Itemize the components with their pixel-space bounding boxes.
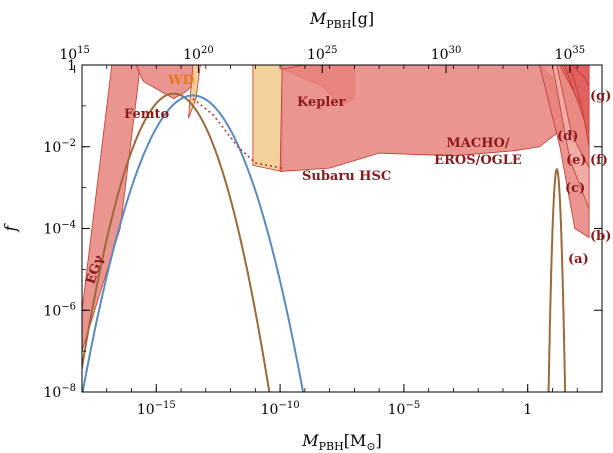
y-tick-label: 10−6 (43, 301, 76, 319)
region-femto (135, 65, 195, 100)
y-tick-label: 10−2 (43, 138, 76, 156)
axis-titles: MPBH[M⊙] MPBH[g] f (1, 9, 382, 453)
region-f (569, 65, 590, 147)
mass-function-curves (82, 92, 567, 392)
label-f: (f) (590, 153, 608, 168)
y-tick-label: 10−4 (43, 220, 76, 238)
label-b: (b) (590, 229, 611, 244)
label-macho-eros-ogle: MACHO/EROS/OGLE (434, 136, 522, 168)
label-wd: WD (167, 73, 194, 88)
x-bottom-tick-label: 10−10 (261, 400, 300, 418)
label-e: (e) (566, 153, 587, 168)
label-d: (d) (557, 129, 578, 144)
region-subaru-hsc (252, 65, 283, 172)
label-femto: Femto (124, 107, 170, 122)
x-top-tick-label: 1015 (59, 45, 90, 63)
y-axis-title: f (1, 222, 20, 232)
x-top-tick-label: 1025 (307, 45, 338, 63)
extrapolated-envelope (192, 98, 283, 169)
x-top-tick-label: 1030 (431, 45, 462, 63)
curve-1 (82, 92, 271, 392)
region-g (571, 65, 590, 87)
x-top-tick-label: 1035 (555, 45, 586, 63)
region-macho-eros-ogle (279, 65, 565, 172)
label-g: (g) (590, 89, 611, 104)
constraint-regions (82, 65, 590, 352)
label-c: (c) (565, 181, 585, 196)
label-a: (a) (568, 252, 589, 267)
y-tick-label: 1 (67, 58, 76, 74)
x-bottom-tick-label: 10−5 (388, 400, 421, 418)
label-subaru-hsc: Subaru HSC (302, 169, 391, 184)
label-kepler: Kepler (297, 95, 346, 110)
x-bottom-axis-title: MPBH[M⊙] (301, 431, 382, 453)
x-bottom-tick-label: 1 (523, 402, 532, 418)
y-tick-label: 10−8 (43, 383, 76, 401)
x-top-tick-label: 1020 (183, 45, 214, 63)
x-bottom-tick-label: 10−15 (137, 400, 176, 418)
curve-3 (547, 168, 567, 392)
x-top-axis-title: MPBH[g] (309, 9, 374, 31)
curve-2 (82, 94, 305, 392)
region-eg (82, 65, 140, 352)
